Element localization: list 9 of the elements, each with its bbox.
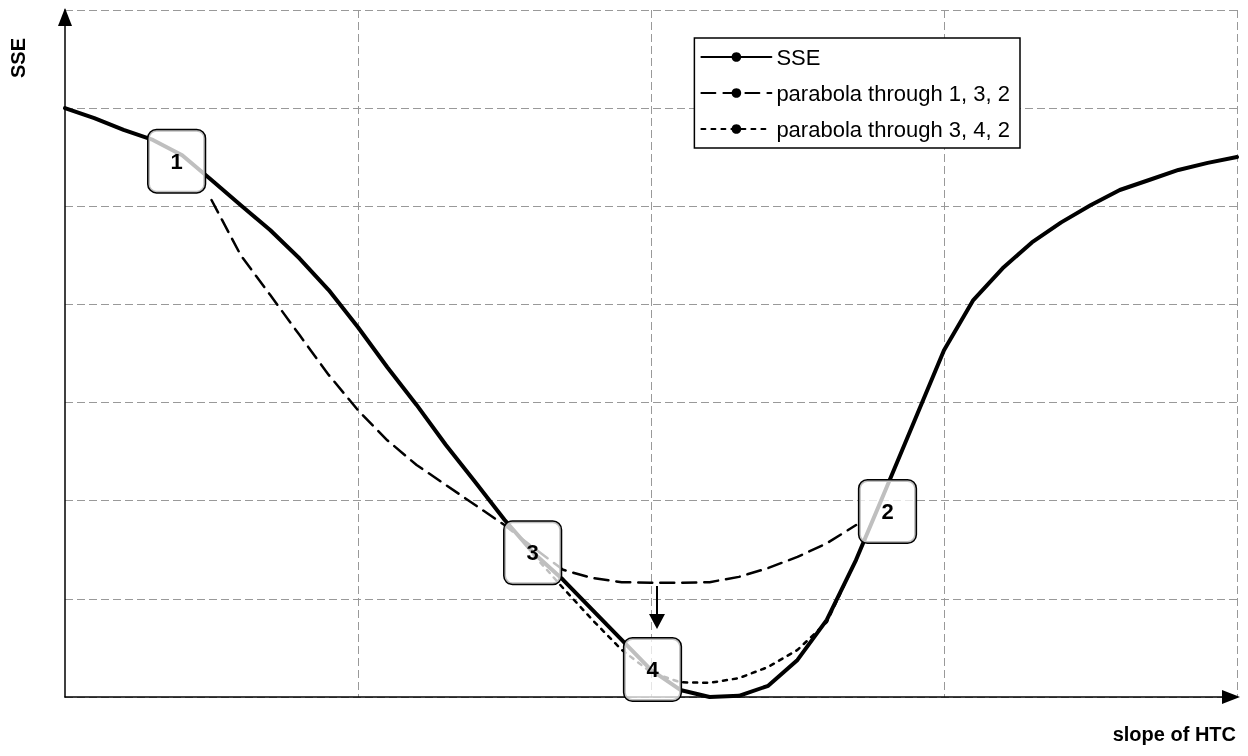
legend-label: parabola through 1, 3, 2 [776, 80, 1010, 106]
legend-label: SSE [776, 44, 821, 70]
legend-label: parabola through 3, 4, 2 [776, 116, 1010, 142]
x-axis-title: slope of HTC [1112, 723, 1237, 745]
annotation: 3 [526, 540, 539, 566]
annotation: 1 [170, 148, 183, 174]
y-axis-title: SSE [7, 37, 29, 79]
annotation: 2 [881, 499, 894, 525]
annotation: 4 [646, 657, 660, 683]
